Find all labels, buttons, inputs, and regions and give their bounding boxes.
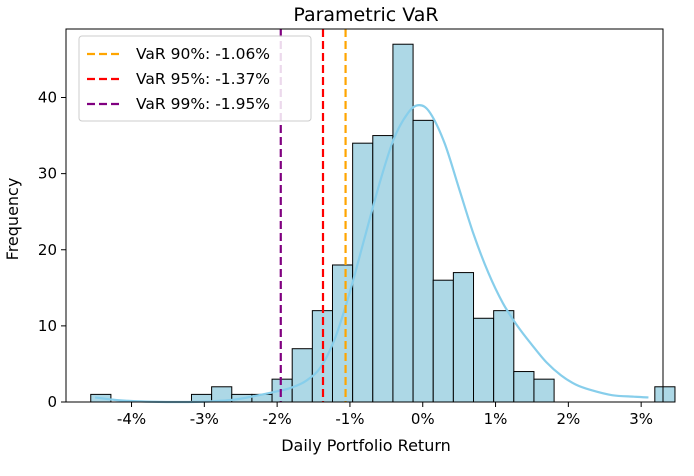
y-tick-label: 40 [38,89,57,107]
legend-label: VaR 99%: -1.95% [136,95,270,113]
histogram-bar [493,310,515,403]
y-tick-label: 0 [47,393,57,411]
chart-title: Parametric VaR [293,4,438,26]
kde-curve-group [94,104,649,404]
histogram-bar [432,279,454,403]
y-tick-label: 10 [38,317,57,335]
plot-frame [65,28,664,403]
histogram-bar [654,386,676,403]
x-tick-label: 1% [484,410,508,428]
legend-label: VaR 90%: -1.06% [136,45,270,63]
histogram-bar [331,264,354,403]
y-tick-label: 20 [38,241,57,259]
x-tick-label: -3% [190,410,219,428]
x-tick-label: -2% [263,410,292,428]
x-tick-label: 0% [411,410,435,428]
histogram-bar [533,378,555,403]
histogram-bar [513,371,535,403]
x-tick-label: -1% [335,410,364,428]
histogram-bar [291,348,313,403]
y-tick-label: 30 [38,165,57,183]
x-tick-label: -4% [117,410,146,428]
x-tick-label: 2% [556,410,580,428]
legend: VaR 90%: -1.06% VaR 95%: -1.37% VaR 99%: -… [78,35,312,122]
axes: -4% -3% -2% -1% 0% 1% 2% 3% 0 10 20 30 40 [38,28,664,428]
legend-box [78,35,312,122]
x-tick-label: 3% [629,410,653,428]
histogram-bar [473,317,495,403]
histogram-bar [392,43,414,403]
histogram-bar [412,119,434,403]
x-axis-label: Daily Portfolio Return [281,436,451,455]
y-axis-label: Frequency [3,178,22,261]
histogram-bar [452,272,475,403]
histogram-bars [90,43,676,403]
legend-label: VaR 95%: -1.37% [136,70,270,88]
kde-curve [94,104,649,404]
